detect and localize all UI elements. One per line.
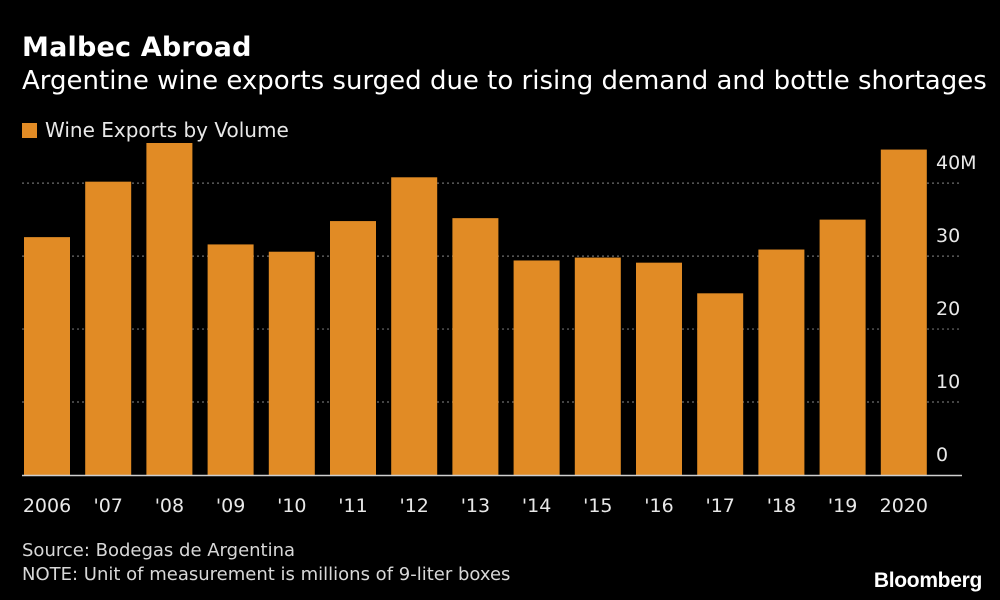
- bar-9: [574, 257, 621, 475]
- chart-subtitle: Argentine wine exports surged due to ris…: [22, 66, 987, 96]
- bar-2: [146, 143, 193, 475]
- x-tick-label: '18: [767, 495, 796, 517]
- x-tick-label: '10: [277, 495, 306, 517]
- legend: Wine Exports by Volume: [22, 118, 289, 142]
- note-text: NOTE: Unit of measurement is millions of…: [22, 564, 511, 585]
- bar-10: [636, 262, 682, 475]
- bar-6: [391, 177, 438, 476]
- bar-14: [880, 149, 927, 476]
- x-tick-label: '14: [522, 495, 551, 517]
- x-tick-label: '12: [399, 495, 428, 517]
- source-notes: Source: Bodegas de Argentina NOTE: Unit …: [22, 539, 510, 587]
- legend-label: Wine Exports by Volume: [45, 118, 289, 142]
- x-tick-label: '19: [828, 495, 857, 517]
- legend-swatch: [22, 122, 37, 138]
- bar-0: [24, 237, 70, 475]
- x-tick-label: '09: [216, 495, 245, 517]
- bar-5: [330, 221, 376, 475]
- y-tick-label: 20: [936, 298, 960, 320]
- source-text: Source: Bodegas de Argentina: [22, 540, 296, 561]
- bar-13: [819, 219, 866, 475]
- chart-title: Malbec Abroad: [22, 32, 252, 63]
- bar-4: [268, 251, 315, 475]
- x-tick-label: '16: [644, 495, 673, 517]
- x-tick-label: 2006: [23, 495, 71, 517]
- bar-12: [758, 249, 805, 475]
- bar-3: [207, 244, 254, 475]
- x-tick-label: 2020: [880, 495, 928, 517]
- bloomberg-logo: Bloomberg: [873, 569, 982, 592]
- bar-8: [513, 260, 560, 475]
- x-tick-label: '13: [461, 495, 490, 517]
- x-tick-label: '11: [338, 495, 367, 517]
- bar-1: [85, 181, 132, 475]
- bar-7: [452, 218, 499, 475]
- y-tick-label: 30: [936, 225, 960, 247]
- y-tick-label: 40M: [936, 152, 977, 174]
- x-tick-label: '15: [583, 495, 612, 517]
- x-tick-label: '17: [705, 495, 734, 517]
- y-tick-label: 10: [936, 371, 960, 393]
- x-tick-label: '07: [93, 495, 122, 517]
- x-tick-label: '08: [155, 495, 184, 517]
- bar-11: [697, 293, 744, 475]
- y-tick-label: 0: [936, 444, 948, 466]
